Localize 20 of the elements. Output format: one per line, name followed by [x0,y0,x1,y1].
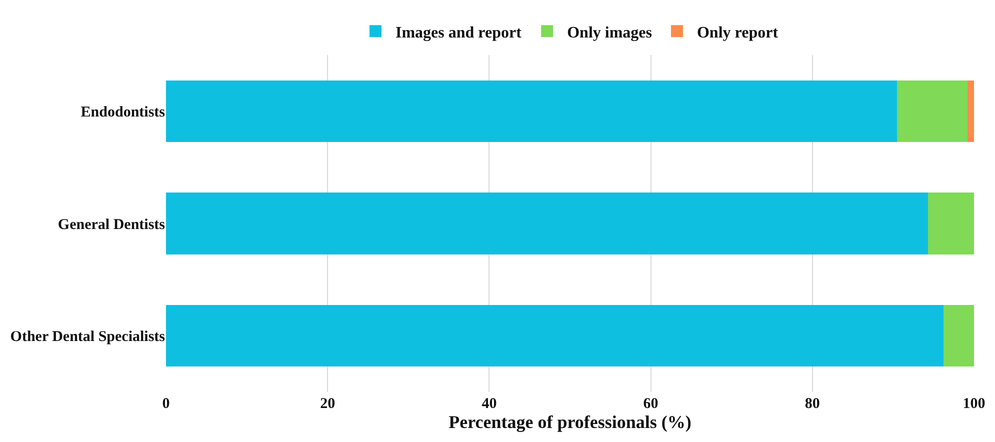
bar [943,304,974,367]
x-tick-label: 20 [320,396,336,412]
y-tick-label: General Dentists [58,216,166,233]
bar [166,304,944,367]
x-tick-label: 40 [482,396,497,412]
y-tick-label: Other Dental Specialists [10,329,166,346]
legend-label: Only report [696,24,779,42]
x-tick-label: 0 [162,396,170,412]
x-tick-label: 80 [804,396,820,412]
x-tick-label: 100 [962,396,986,412]
x-tick-label: 60 [643,396,658,412]
x-axis-title: Percentage of professionals (%) [448,412,692,432]
y-tick-label: Endodontists [80,104,166,120]
bar [897,80,968,142]
legend-label: Only images [567,24,652,42]
bar [166,80,898,142]
bar [166,192,928,254]
bar [928,192,974,254]
legend-label: Images and report [396,24,522,42]
bar [968,80,974,142]
